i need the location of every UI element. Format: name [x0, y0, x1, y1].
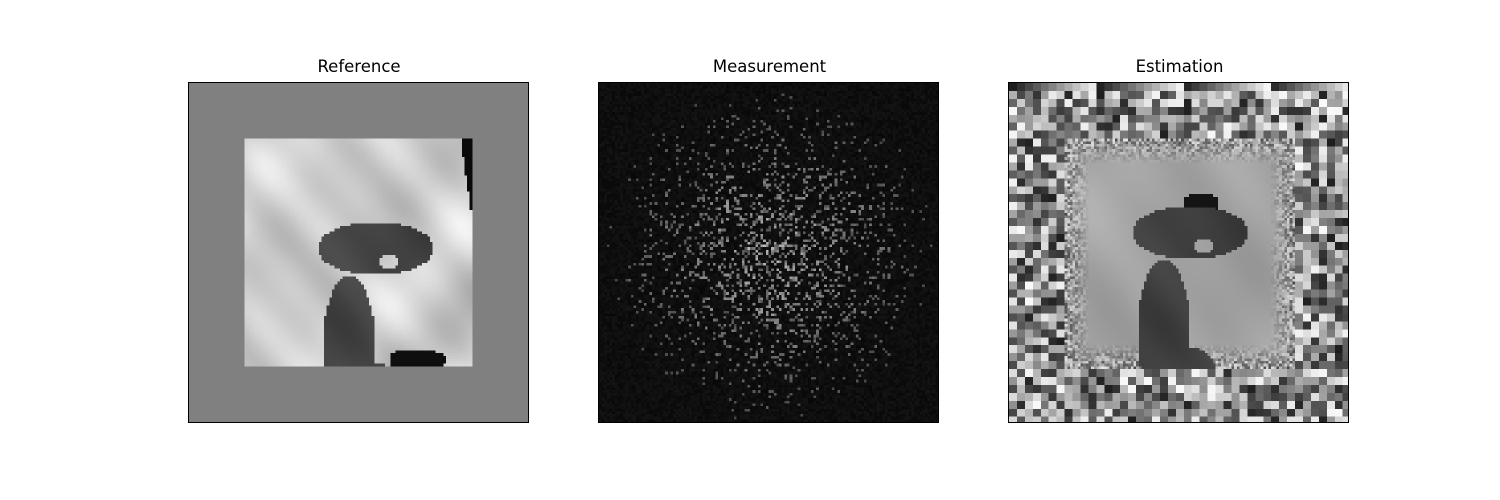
estimation-panel: Estimation: [1008, 0, 1351, 500]
reference-panel: Reference: [188, 0, 530, 500]
reference-title: Reference: [188, 57, 530, 76]
measurement-intensity-map: [599, 83, 938, 422]
measurement-panel: Measurement: [598, 0, 941, 500]
reference-phase-map: [189, 83, 528, 422]
estimation-phase-map: [1009, 83, 1348, 422]
reference-image: [188, 82, 529, 423]
measurement-title: Measurement: [598, 57, 941, 76]
measurement-image: [598, 82, 939, 423]
estimation-title: Estimation: [1008, 57, 1351, 76]
estimation-image: [1008, 82, 1349, 423]
